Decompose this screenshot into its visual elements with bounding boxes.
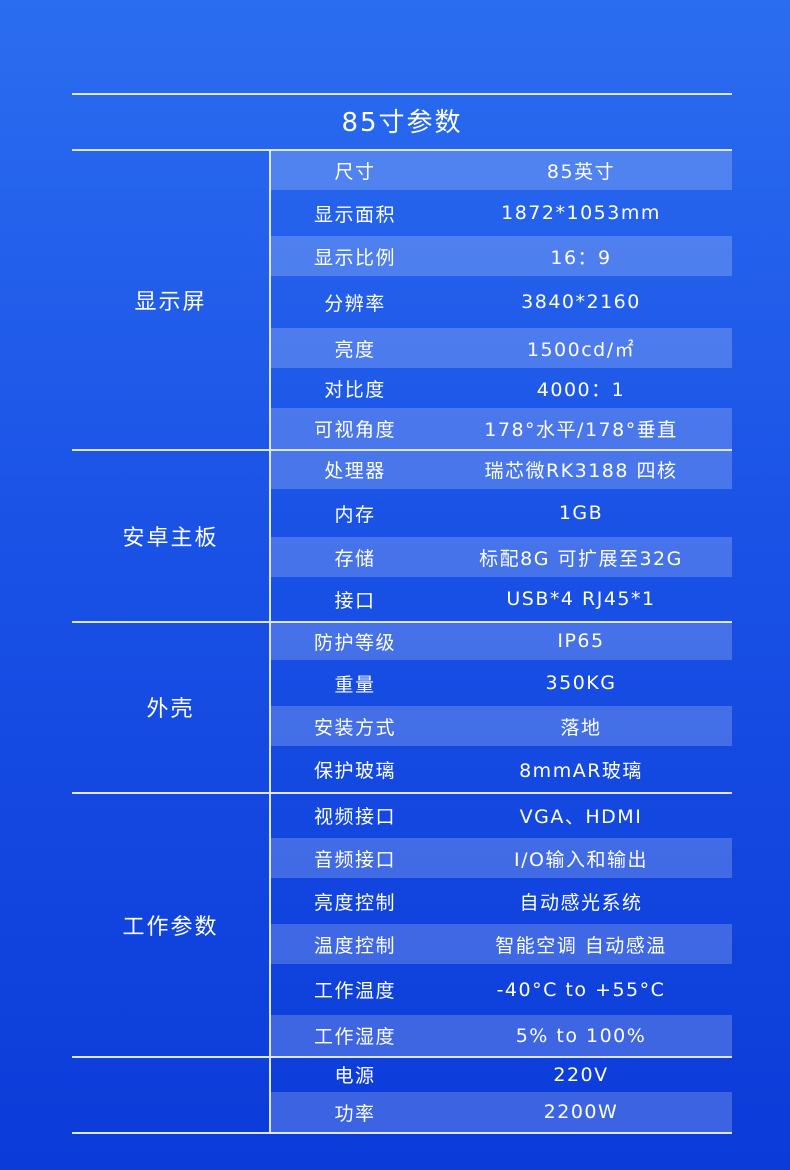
spec-row: 接口 USB*4 RJ45*1 — [271, 577, 732, 621]
group-label: 安卓主板 — [122, 525, 219, 551]
spec-value: 8mmAR玻璃 — [519, 759, 643, 782]
spec-value: 3840*2160 — [521, 291, 641, 313]
spec-label: 视频接口 — [313, 806, 396, 828]
group-divider — [72, 792, 732, 794]
spec-label: 工作温度 — [313, 980, 396, 1002]
group-label: 工作参数 — [122, 914, 219, 940]
spec-row: 亮度 1500cd/㎡ — [271, 328, 732, 368]
spec-row: 存储 标配8G 可扩展至32G — [271, 537, 732, 577]
spec-label: 显示比例 — [313, 246, 396, 269]
spec-label: 显示面积 — [313, 203, 396, 226]
page-title: 85寸参数 — [341, 108, 463, 138]
spec-value: 5% to 100% — [515, 1024, 647, 1047]
group-divider — [72, 449, 732, 451]
spec-row: 尺寸 85英寸 — [271, 151, 732, 190]
group-divider — [72, 621, 732, 623]
spec-label: 重量 — [334, 673, 376, 696]
spec-label: 存储 — [334, 547, 376, 570]
spec-row: 电源 220V — [271, 1057, 732, 1092]
group-divider — [72, 1056, 732, 1058]
group-label: 显示屏 — [134, 290, 207, 315]
spec-label: 分辨率 — [324, 292, 386, 315]
group-label: 外壳 — [146, 697, 195, 722]
spec-value: 350KG — [545, 672, 617, 694]
group-label — [72, 1057, 269, 1132]
spec-value: 自动感光系统 — [519, 891, 643, 914]
spec-value: IP65 — [557, 630, 605, 652]
spec-row: 重量 350KG — [271, 660, 732, 706]
spec-value: 1GB — [558, 502, 604, 524]
spec-row: 音频接口 I/O输入和输出 — [271, 838, 732, 878]
spec-row: 显示比例 16：9 — [271, 236, 732, 276]
spec-value: VGA、HDMI — [519, 806, 643, 828]
spec-row: 视频接口 VGA、HDMI — [271, 793, 732, 838]
spec-label: 可视角度 — [313, 419, 396, 441]
spec-label: 安装方式 — [313, 716, 396, 739]
spec-label: 接口 — [334, 589, 376, 612]
spec-value: 178°水平/178°垂直 — [484, 419, 678, 441]
column-divider — [269, 150, 271, 1133]
spec-label: 电源 — [334, 1065, 376, 1087]
spec-row: 分辨率 3840*2160 — [271, 276, 732, 328]
top-divider — [72, 93, 732, 95]
spec-row: 工作湿度 5% to 100% — [271, 1015, 732, 1056]
spec-value: 智能空调 自动感温 — [495, 934, 667, 957]
spec-row: 处理器 瑞芯微RK3188 四核 — [271, 450, 732, 489]
header-divider — [72, 149, 732, 151]
spec-label: 温度控制 — [313, 934, 396, 957]
spec-label: 尺寸 — [334, 161, 376, 183]
spec-row: 保护玻璃 8mmAR玻璃 — [271, 746, 732, 792]
spec-label: 亮度 — [334, 338, 376, 361]
spec-row: 防护等级 IP65 — [271, 622, 732, 660]
spec-row: 对比度 4000：1 — [271, 368, 732, 408]
spec-label: 内存 — [334, 503, 376, 526]
spec-value: 落地 — [560, 716, 602, 739]
spec-label: 处理器 — [324, 460, 386, 482]
spec-value: 220V — [553, 1063, 609, 1086]
spec-label: 功率 — [334, 1102, 376, 1125]
spec-value: -40°C to +55°C — [496, 978, 666, 1001]
spec-value: 1872*1053mm — [501, 202, 661, 224]
spec-row: 功率 2200W — [271, 1092, 732, 1132]
spec-value: 2200W — [543, 1101, 619, 1123]
spec-value: 瑞芯微RK3188 四核 — [484, 460, 678, 482]
spec-value: 1500cd/㎡ — [526, 338, 636, 361]
spec-row: 温度控制 智能空调 自动感温 — [271, 924, 732, 964]
spec-label: 音频接口 — [313, 848, 396, 871]
spec-label: 对比度 — [324, 378, 386, 401]
spec-row: 亮度控制 自动感光系统 — [271, 878, 732, 924]
spec-value: 4000：1 — [536, 378, 626, 401]
spec-row: 工作温度 -40°C to +55°C — [271, 964, 732, 1015]
spec-label: 工作湿度 — [313, 1026, 396, 1048]
spec-row: 显示面积 1872*1053mm — [271, 190, 732, 236]
spec-label: 亮度控制 — [313, 891, 396, 914]
spec-row: 安装方式 落地 — [271, 706, 732, 746]
spec-label: 防护等级 — [313, 631, 396, 654]
spec-value: I/O输入和输出 — [514, 848, 648, 871]
spec-value: 16：9 — [550, 246, 612, 269]
spec-row: 内存 1GB — [271, 489, 732, 537]
spec-value: 85英寸 — [546, 161, 616, 183]
spec-label: 保护玻璃 — [313, 759, 396, 782]
spec-row: 可视角度 178°水平/178°垂直 — [271, 408, 732, 449]
group-divider — [72, 1132, 732, 1134]
spec-value: USB*4 RJ45*1 — [506, 588, 656, 610]
spec-value: 标配8G 可扩展至32G — [479, 547, 683, 570]
